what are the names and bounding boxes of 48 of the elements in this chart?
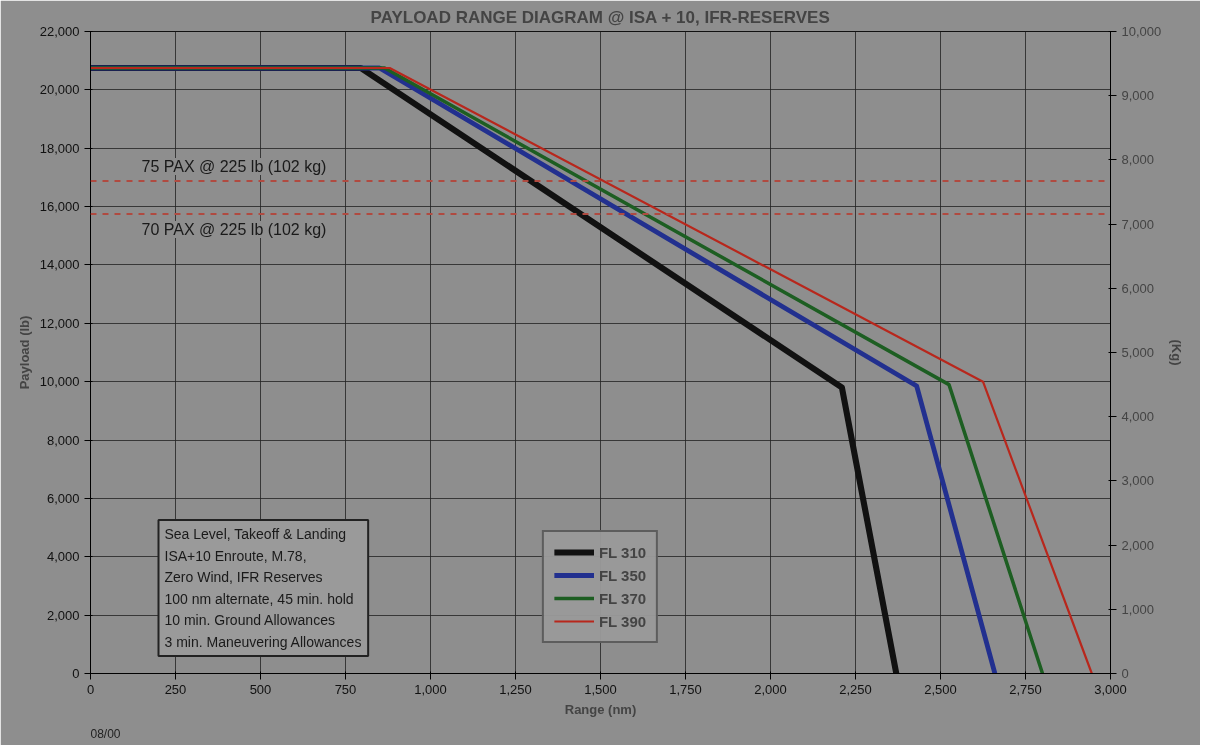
y-tick-label: 2,000	[46, 607, 80, 623]
legend-label: FL 310	[598, 543, 647, 561]
y-tick-label: 14,000	[39, 257, 80, 273]
x-tick-label: 0	[86, 681, 95, 697]
y-tick-label: 4,000	[46, 549, 80, 565]
y2-axis-title: (Kg)	[1169, 339, 1185, 366]
y2-tick-label: 4,000	[1121, 409, 1155, 425]
y2-tick-label: 3,000	[1121, 473, 1155, 489]
y2-tick-label: 0	[1121, 666, 1129, 681]
legend-label: FL 370	[598, 589, 647, 607]
legend-label: FL 390	[598, 612, 647, 630]
y-axis-title: Payload (lb)	[16, 315, 32, 390]
x-tick-label: 1,250	[499, 681, 532, 697]
x-tick-label: 2,000	[754, 681, 787, 697]
x-tick-label: 250	[164, 681, 187, 697]
x-tick-label: 500	[249, 681, 272, 697]
y-tick-label: 18,000	[39, 140, 80, 156]
ref-line-label: 75 PAX @ 225 lb (102 kg)	[141, 158, 327, 176]
y-tick-label: 16,000	[39, 199, 80, 215]
x-tick-label: 2,500	[924, 681, 957, 697]
chart-title: PAYLOAD RANGE DIAGRAM @ ISA + 10, IFR-RESERVES	[370, 7, 830, 27]
y-tick-label: 0	[72, 666, 80, 681]
y-tick-label: 22,000	[39, 24, 80, 39]
x-tick-label: 1,000	[414, 681, 447, 697]
legend-label: FL 350	[598, 566, 647, 584]
y2-tick-label: 10,000	[1121, 24, 1162, 39]
y-tick-label: 10,000	[39, 374, 80, 390]
x-tick-label: 3,000	[1094, 681, 1127, 697]
y2-tick-label: 8,000	[1121, 152, 1155, 168]
y-tick-label: 12,000	[39, 315, 80, 331]
x-tick-label: 2,250	[839, 681, 872, 697]
x-tick-label: 750	[334, 681, 357, 697]
y2-tick-label: 9,000	[1121, 88, 1155, 104]
x-tick-label: 1,500	[584, 681, 617, 697]
y2-tick-label: 5,000	[1121, 345, 1155, 360]
y2-tick-label: 7,000	[1121, 216, 1155, 232]
y2-tick-label: 6,000	[1121, 280, 1155, 296]
y-tick-label: 20,000	[39, 82, 80, 98]
ref-line-label: 70 PAX @ 225 lb (102 kg)	[141, 220, 327, 238]
text: 08/00	[90, 726, 121, 741]
y-tick-label: 8,000	[46, 432, 80, 448]
y2-tick-label: 1,000	[1121, 601, 1155, 617]
x-tick-label: 1,750	[669, 681, 702, 697]
x-tick-label: 2,750	[1009, 681, 1042, 697]
annotation: Sea Level, Takeoff & Landing ISA+10 Enroute, M.78, Zero Wind, IFR Reserves 100 nm alternate, 45 min. hold 10 min. Ground Allowances 3 min. Maneuvering Allowances	[164, 525, 362, 650]
y2-tick-label: 2,000	[1121, 537, 1155, 553]
x-axis-title: Range (nm)	[564, 701, 637, 717]
y-tick-label: 6,000	[46, 490, 80, 506]
